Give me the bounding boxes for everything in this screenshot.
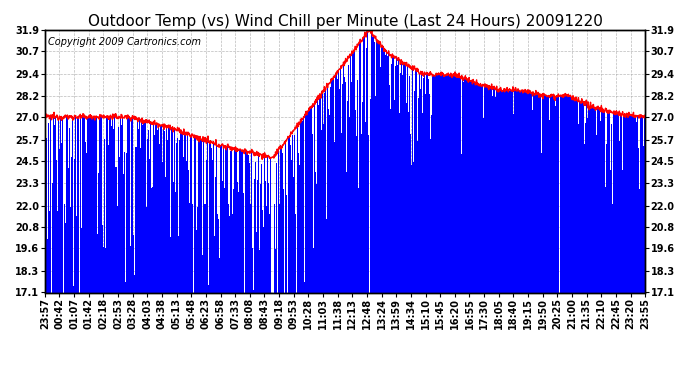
Title: Outdoor Temp (vs) Wind Chill per Minute (Last 24 Hours) 20091220: Outdoor Temp (vs) Wind Chill per Minute … xyxy=(88,14,602,29)
Text: Copyright 2009 Cartronics.com: Copyright 2009 Cartronics.com xyxy=(48,37,201,46)
